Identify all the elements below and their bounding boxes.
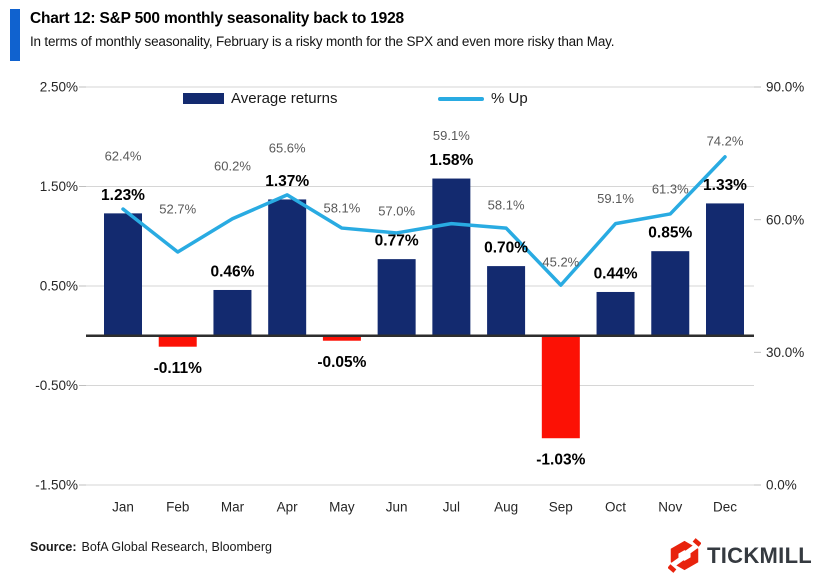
bar-label-jun: 0.77% <box>375 233 419 250</box>
bar-label-oct: 0.44% <box>594 265 638 282</box>
legend-bar-swatch <box>183 93 224 104</box>
legend-item-average-returns: Average returns <box>183 90 337 107</box>
pct-label-sep: 45.2% <box>542 255 579 270</box>
left-axis-tick-label: 2.50% <box>40 80 78 95</box>
month-label-may: May <box>329 500 355 515</box>
bar-mar <box>213 289 252 336</box>
pct-label-apr: 65.6% <box>269 140 306 155</box>
bar-label-dec: 1.33% <box>703 177 747 194</box>
left-axis-tick-label: 0.50% <box>40 279 78 294</box>
bar-label-nov: 0.85% <box>648 225 692 242</box>
tickmill-hexagon-icon <box>668 538 701 573</box>
bar-apr <box>268 199 307 336</box>
pct-up-line <box>121 155 727 287</box>
bar-label-apr: 1.37% <box>265 173 309 190</box>
right-axis-tick-label: 0.0% <box>766 478 797 493</box>
right-axis-tick-label: 60.0% <box>766 212 804 227</box>
pct-label-oct: 59.1% <box>597 191 634 206</box>
left-axis-tick-label: -1.50% <box>35 478 78 493</box>
pct-label-dec: 74.2% <box>707 133 744 148</box>
month-label-jul: Jul <box>443 500 460 515</box>
bar-jun <box>377 259 416 336</box>
bar-jul <box>432 178 471 336</box>
source-text: BofA Global Research, Bloomberg <box>81 540 272 554</box>
legend-item-pct-up: % Up <box>438 90 528 107</box>
bar-label-jan: 1.23% <box>101 187 145 204</box>
source-line: Source: BofA Global Research, Bloomberg <box>30 540 272 554</box>
seasonality-combo-chart: 2.50% 1.50% 0.50% -0.50% -1.50% 90.0% 60.0% 30.… <box>35 80 804 515</box>
pct-label-mar: 60.2% <box>214 158 251 173</box>
legend-label-average-returns: Average returns <box>231 90 338 107</box>
legend-label-pct-up: % Up <box>491 90 528 107</box>
pct-label-jul: 59.1% <box>433 128 470 143</box>
month-label-nov: Nov <box>658 500 682 515</box>
bar-label-mar: 0.46% <box>210 263 254 280</box>
bar-nov <box>651 251 690 336</box>
right-axis-tick-label: 30.0% <box>766 345 804 360</box>
legend-line-swatch <box>438 96 484 101</box>
bar-label-aug: 0.70% <box>484 240 528 257</box>
bar-aug <box>487 266 526 336</box>
bar-feb <box>158 335 197 347</box>
bar-oct <box>596 291 635 336</box>
left-axis-tick-label: -0.50% <box>35 378 78 393</box>
month-label-apr: Apr <box>277 500 299 515</box>
bar-may <box>322 335 361 341</box>
month-label-jun: Jun <box>386 500 408 515</box>
chart-subtitle: In terms of monthly seasonality, Februar… <box>30 34 615 49</box>
bar-label-feb: -0.11% <box>154 360 202 377</box>
bar-dec <box>706 203 744 336</box>
month-label-dec: Dec <box>713 500 737 515</box>
chart-title: Chart 12: S&P 500 monthly seasonality ba… <box>30 10 404 27</box>
title-accent-bar <box>10 9 20 61</box>
pct-label-may: 58.1% <box>323 201 360 216</box>
pct-label-feb: 52.7% <box>159 201 196 216</box>
month-label-feb: Feb <box>166 500 189 515</box>
tickmill-logo: TICKMILL <box>668 538 812 573</box>
bar-jan <box>104 213 142 336</box>
right-axis-tick-label: 90.0% <box>766 80 804 95</box>
pct-label-aug: 58.1% <box>488 198 525 213</box>
source-label: Source: <box>30 540 77 554</box>
month-label-aug: Aug <box>494 500 518 515</box>
tickmill-wordmark: TICKMILL <box>707 542 813 568</box>
pct-label-jun: 57.0% <box>378 203 415 218</box>
month-label-mar: Mar <box>221 500 245 515</box>
month-label-oct: Oct <box>605 500 626 515</box>
bar-sep <box>541 335 580 439</box>
left-axis-tick-label: 1.50% <box>40 179 78 194</box>
bar-label-sep: -1.03% <box>536 452 585 469</box>
month-label-jan: Jan <box>112 500 134 515</box>
pct-label-jan: 62.4% <box>105 149 142 164</box>
bar-label-jul: 1.58% <box>429 152 473 169</box>
pct-label-nov: 61.3% <box>652 181 689 196</box>
bar-label-may: -0.05% <box>317 354 366 371</box>
month-label-sep: Sep <box>549 500 573 515</box>
